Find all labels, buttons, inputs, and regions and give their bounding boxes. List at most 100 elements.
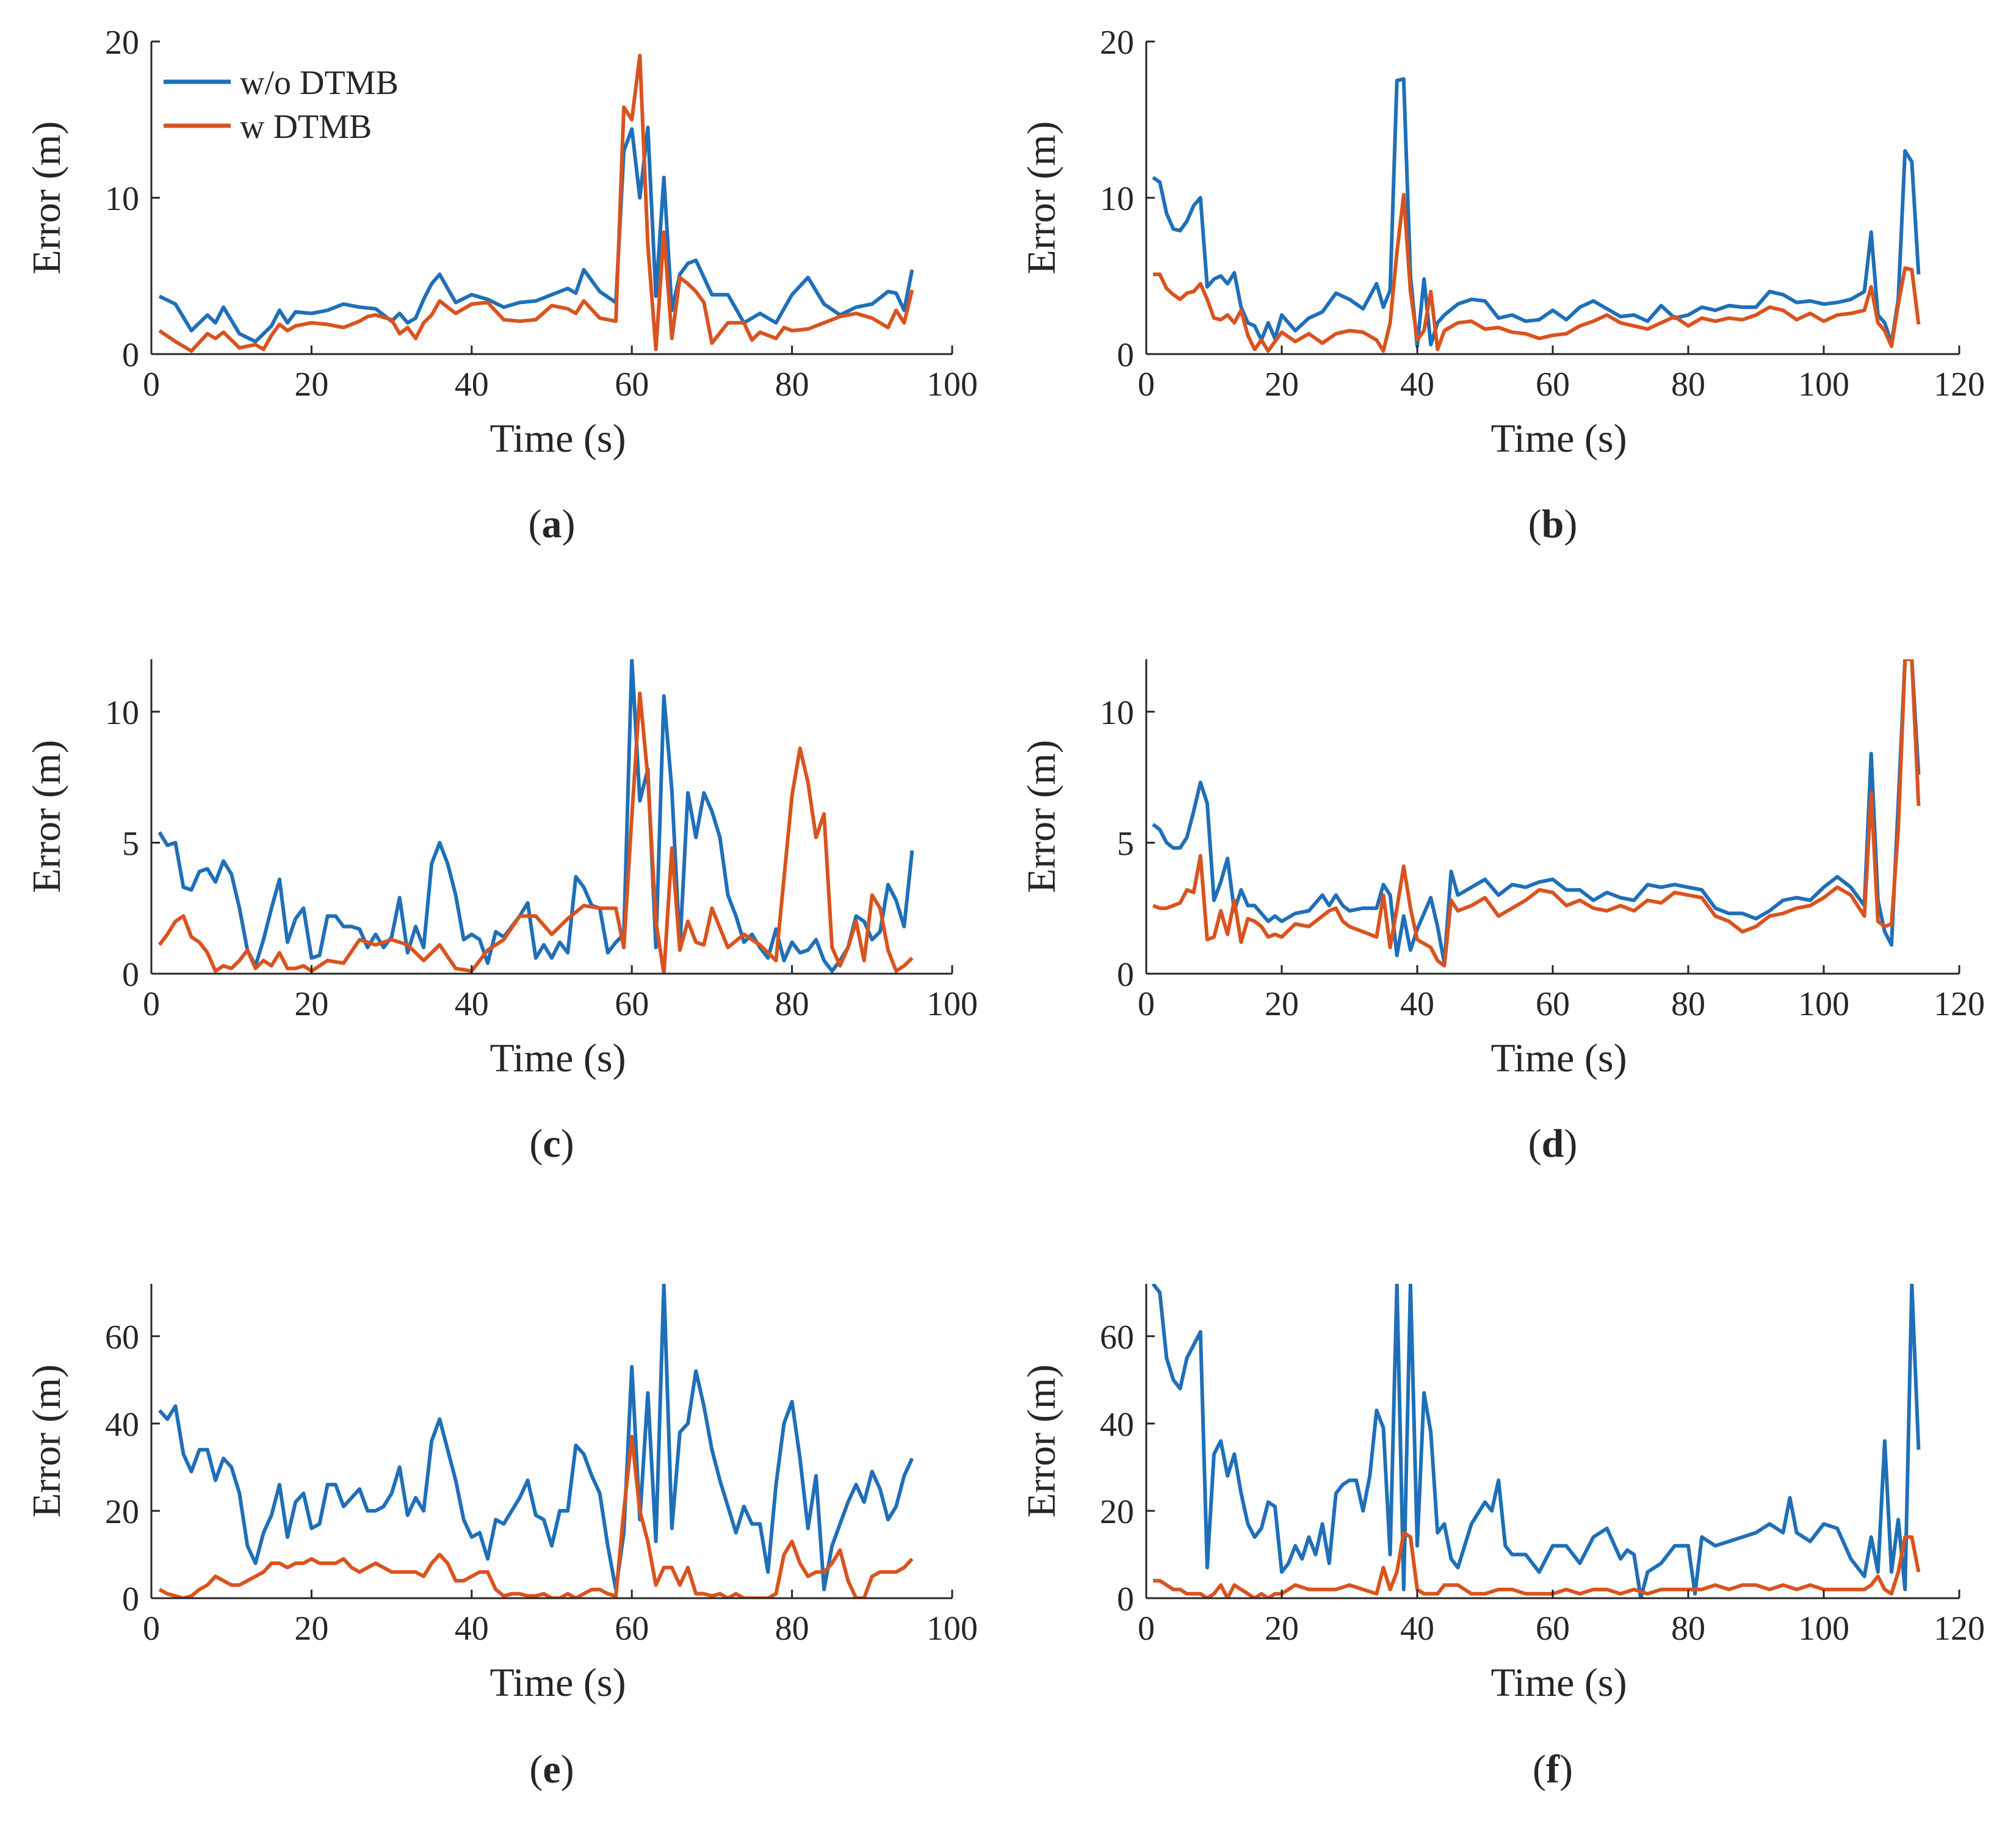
x-axis-label: Time (s) bbox=[1490, 416, 1627, 461]
y-tick-label: 0 bbox=[1117, 336, 1134, 374]
x-tick-label: 40 bbox=[455, 1610, 489, 1648]
panel-caption: (f) bbox=[1533, 1747, 1573, 1792]
panel-caption: (a) bbox=[529, 502, 576, 546]
x-tick-label: 80 bbox=[775, 985, 809, 1023]
y-axis-label: Error (m) bbox=[1019, 740, 1064, 893]
x-tick-label: 0 bbox=[143, 366, 160, 404]
x-tick-label: 0 bbox=[143, 985, 160, 1023]
x-axis-label: Time (s) bbox=[490, 1660, 626, 1705]
y-axis-label: Error (m) bbox=[24, 740, 69, 893]
panel-caption: (b) bbox=[1528, 502, 1578, 546]
x-tick-label: 0 bbox=[1138, 1610, 1155, 1648]
panel-f: 0 20 40 60 80 100 120 0 20 40 60 Time (s) Error (m) (… bbox=[1019, 1284, 1985, 1792]
y-tick-label: 10 bbox=[105, 694, 139, 732]
x-tick-label: 0 bbox=[1138, 366, 1155, 404]
x-tick-label: 20 bbox=[1265, 1610, 1299, 1648]
legend-label-without: w/o DTMB bbox=[240, 64, 399, 102]
y-tick-label: 10 bbox=[105, 180, 139, 218]
x-tick-label: 20 bbox=[1265, 985, 1299, 1023]
x-tick-label: 20 bbox=[1265, 366, 1299, 404]
series-line-with-dtmb bbox=[157, 691, 914, 974]
x-tick-label: 100 bbox=[927, 1610, 978, 1648]
x-tick-label: 20 bbox=[294, 1610, 328, 1648]
y-tick-label: 20 bbox=[105, 1493, 139, 1531]
y-axis-label: Error (m) bbox=[24, 121, 69, 274]
y-tick-label: 5 bbox=[1117, 825, 1134, 863]
x-tick-label: 80 bbox=[1671, 985, 1705, 1023]
panel-caption: (e) bbox=[529, 1747, 574, 1792]
y-tick-label: 60 bbox=[1100, 1319, 1134, 1356]
x-tick-label: 100 bbox=[927, 985, 978, 1023]
x-tick-label: 60 bbox=[1536, 985, 1570, 1023]
x-tick-label: 40 bbox=[455, 985, 489, 1023]
x-tick-label: 80 bbox=[1671, 1610, 1705, 1648]
y-tick-label: 60 bbox=[105, 1319, 139, 1356]
y-tick-label: 0 bbox=[122, 1580, 139, 1618]
x-tick-label: 60 bbox=[615, 366, 649, 404]
x-tick-label: 60 bbox=[1536, 366, 1570, 404]
x-tick-label: 20 bbox=[294, 366, 328, 404]
y-tick-label: 20 bbox=[105, 24, 139, 62]
y-tick-label: 0 bbox=[122, 956, 139, 994]
x-axis-label: Time (s) bbox=[1490, 1660, 1627, 1705]
series-line-without-dtmb bbox=[1151, 1284, 1921, 1598]
series-line-with-dtmb bbox=[158, 54, 914, 353]
y-tick-label: 5 bbox=[122, 825, 139, 863]
panel-c: 0 20 40 60 80 100 0 5 10 Time (s) Error (m) (c) bbox=[24, 659, 978, 1166]
series-line-without-dtmb bbox=[1152, 659, 1921, 965]
legend-label-with: w DTMB bbox=[240, 108, 372, 146]
x-tick-label: 120 bbox=[1934, 1610, 1985, 1648]
y-axis-label: Error (m) bbox=[24, 1364, 69, 1518]
x-tick-label: 40 bbox=[455, 366, 489, 404]
legend: w/o DTMB w DTMB bbox=[164, 64, 399, 146]
x-tick-label: 80 bbox=[1671, 366, 1705, 404]
y-tick-label: 0 bbox=[1117, 1580, 1134, 1618]
x-tick-label: 80 bbox=[775, 1610, 809, 1648]
series-line-without-dtmb bbox=[157, 659, 914, 973]
panel-caption: (c) bbox=[529, 1121, 574, 1166]
panel-d: 0 20 40 60 80 100 120 0 5 10 Time (s) Error (m) (d) bbox=[1019, 659, 1985, 1166]
x-tick-label: 40 bbox=[1400, 1610, 1434, 1648]
panel-caption: (d) bbox=[1528, 1121, 1578, 1166]
y-tick-label: 0 bbox=[122, 336, 139, 374]
panel-e: 0 20 40 60 80 100 0 20 40 60 Time (s) Error (m) (e) bbox=[24, 1284, 978, 1792]
y-tick-label: 0 bbox=[1117, 956, 1134, 994]
panel-a: 0 20 40 60 80 100 0 10 20 Time (s) Error (m) (a) bbox=[24, 24, 978, 546]
series-line-without-dtmb bbox=[158, 125, 914, 344]
x-tick-label: 120 bbox=[1934, 985, 1985, 1023]
series-line-without-dtmb bbox=[157, 1284, 914, 1591]
x-tick-label: 80 bbox=[775, 366, 809, 404]
y-axis-label: Error (m) bbox=[1019, 1364, 1064, 1518]
series-line-without-dtmb bbox=[1152, 77, 1921, 349]
x-tick-label: 60 bbox=[615, 985, 649, 1023]
x-tick-label: 100 bbox=[1798, 985, 1849, 1023]
panel-b: 0 20 40 60 80 100 120 0 10 20 Time (s) Error (m) (b) bbox=[1019, 24, 1985, 546]
x-tick-label: 100 bbox=[927, 366, 978, 404]
x-tick-label: 60 bbox=[1536, 1610, 1570, 1648]
x-tick-label: 0 bbox=[1138, 985, 1155, 1023]
y-axis-label: Error (m) bbox=[1019, 121, 1064, 274]
x-tick-label: 60 bbox=[615, 1610, 649, 1648]
y-tick-label: 40 bbox=[1100, 1406, 1134, 1444]
series-line-with-dtmb bbox=[1153, 1530, 1921, 1598]
y-tick-label: 20 bbox=[1100, 1493, 1134, 1531]
series-line-with-dtmb bbox=[1152, 659, 1921, 968]
x-tick-label: 100 bbox=[1798, 1610, 1849, 1648]
x-tick-label: 120 bbox=[1934, 366, 1985, 404]
y-tick-label: 10 bbox=[1100, 180, 1134, 218]
series-line-with-dtmb bbox=[1153, 192, 1921, 353]
x-tick-label: 40 bbox=[1400, 985, 1434, 1023]
y-tick-label: 40 bbox=[105, 1406, 139, 1444]
x-tick-label: 100 bbox=[1798, 366, 1849, 404]
x-tick-label: 40 bbox=[1400, 366, 1434, 404]
y-tick-label: 10 bbox=[1100, 694, 1134, 732]
x-tick-label: 20 bbox=[294, 985, 328, 1023]
x-axis-label: Time (s) bbox=[490, 416, 626, 461]
x-axis-label: Time (s) bbox=[490, 1036, 626, 1081]
x-axis-label: Time (s) bbox=[1490, 1036, 1627, 1081]
series-line-with-dtmb bbox=[158, 1435, 914, 1598]
y-tick-label: 20 bbox=[1100, 24, 1134, 62]
x-tick-label: 0 bbox=[143, 1610, 160, 1648]
